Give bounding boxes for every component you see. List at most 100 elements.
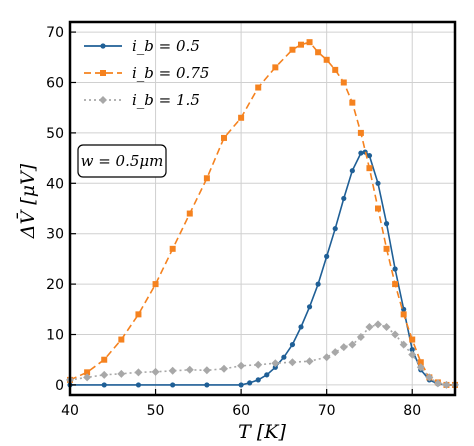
data-point	[101, 356, 108, 363]
data-point	[238, 114, 245, 121]
data-point	[168, 366, 177, 375]
data-point	[357, 129, 364, 136]
data-point	[152, 281, 159, 288]
data-point	[170, 382, 176, 388]
data-point	[332, 66, 339, 73]
data-point	[101, 382, 107, 388]
data-point	[255, 377, 261, 383]
annotation-text: w = 0.5μm	[81, 152, 164, 170]
data-point	[331, 348, 340, 357]
data-point	[392, 266, 398, 272]
x-tick-label: 80	[403, 403, 421, 419]
data-point	[100, 370, 109, 379]
data-point	[399, 340, 408, 349]
data-point	[169, 245, 176, 252]
x-tick-label: 50	[147, 403, 165, 419]
data-point	[358, 150, 364, 156]
legend: i_b = 0.5 i_b = 0.75 i_b = 1.5	[84, 37, 209, 109]
data-point	[134, 368, 143, 377]
legend-entry: i_b = 0.75	[84, 64, 209, 82]
data-point	[151, 367, 160, 376]
data-point	[365, 322, 374, 331]
data-point	[400, 311, 407, 318]
data-point	[221, 134, 227, 141]
data-point	[341, 195, 347, 202]
data-point	[203, 175, 210, 182]
data-point	[409, 336, 416, 343]
series-line	[69, 41, 455, 386]
data-point	[255, 84, 262, 91]
legend-label: i_b = 0.75	[132, 64, 209, 82]
data-point	[306, 39, 313, 46]
data-point	[271, 359, 280, 368]
data-point	[135, 311, 142, 318]
series-1	[67, 39, 458, 388]
data-point	[272, 364, 278, 370]
legend-marker	[99, 96, 107, 104]
data-point	[315, 281, 321, 287]
y-tick-label: 60	[46, 75, 64, 91]
y-tick-label: 40	[46, 176, 64, 192]
data-point	[281, 354, 287, 360]
data-point	[374, 320, 382, 329]
data-point	[315, 49, 322, 56]
data-point	[433, 379, 442, 388]
x-axis-label: T [K]	[238, 421, 286, 443]
y-tick-label: 20	[46, 277, 64, 293]
data-point	[118, 336, 125, 343]
data-point	[339, 343, 348, 352]
x-tick-label: 70	[318, 403, 336, 419]
data-point	[417, 359, 424, 366]
legend-label: i_b = 1.5	[132, 91, 200, 109]
series-0	[67, 149, 458, 388]
x-tick-label: 60	[232, 403, 250, 419]
data-point	[392, 281, 399, 288]
data-point	[408, 350, 417, 359]
data-point	[349, 168, 355, 174]
data-point	[289, 46, 296, 53]
y-tick-label: 10	[46, 328, 64, 344]
data-point	[288, 358, 297, 367]
series-2	[66, 320, 459, 389]
data-point	[383, 221, 390, 227]
y-axis-label: ΔV̄ [μV]	[16, 163, 39, 239]
data-point	[356, 333, 365, 342]
data-point	[340, 79, 347, 86]
data-point	[306, 304, 313, 310]
legend-entry: i_b = 0.5	[84, 37, 200, 55]
data-point	[391, 330, 400, 339]
data-point	[348, 340, 357, 349]
data-point	[322, 353, 331, 362]
data-point	[272, 64, 279, 71]
legend-label: i_b = 0.5	[132, 37, 200, 55]
data-point	[382, 322, 391, 331]
data-point	[366, 165, 373, 172]
data-point	[323, 56, 330, 63]
data-point	[247, 380, 253, 386]
data-point	[409, 347, 415, 353]
data-point	[185, 365, 194, 374]
plot-frame	[68, 20, 457, 397]
y-tick-label: 0	[55, 378, 64, 394]
data-point	[324, 253, 330, 259]
data-point	[186, 210, 193, 217]
legend-marker	[100, 70, 106, 76]
legend-marker	[100, 43, 106, 49]
y-tick-label: 50	[46, 126, 64, 142]
data-point	[375, 180, 381, 186]
x-tick-label: 40	[61, 403, 79, 419]
data-point	[425, 373, 434, 382]
ticks: 40 50 60 70 80 0 10 20 30 40 50 60 70	[46, 25, 421, 419]
data-point	[289, 341, 296, 348]
data-point	[220, 364, 228, 373]
y-tick-label: 70	[46, 25, 64, 41]
data-point	[237, 361, 246, 370]
data-point	[264, 372, 270, 378]
data-point	[135, 382, 142, 388]
data-point	[442, 380, 451, 389]
y-tick-label: 30	[46, 227, 64, 243]
data-point	[305, 357, 314, 366]
data-point	[349, 99, 356, 106]
